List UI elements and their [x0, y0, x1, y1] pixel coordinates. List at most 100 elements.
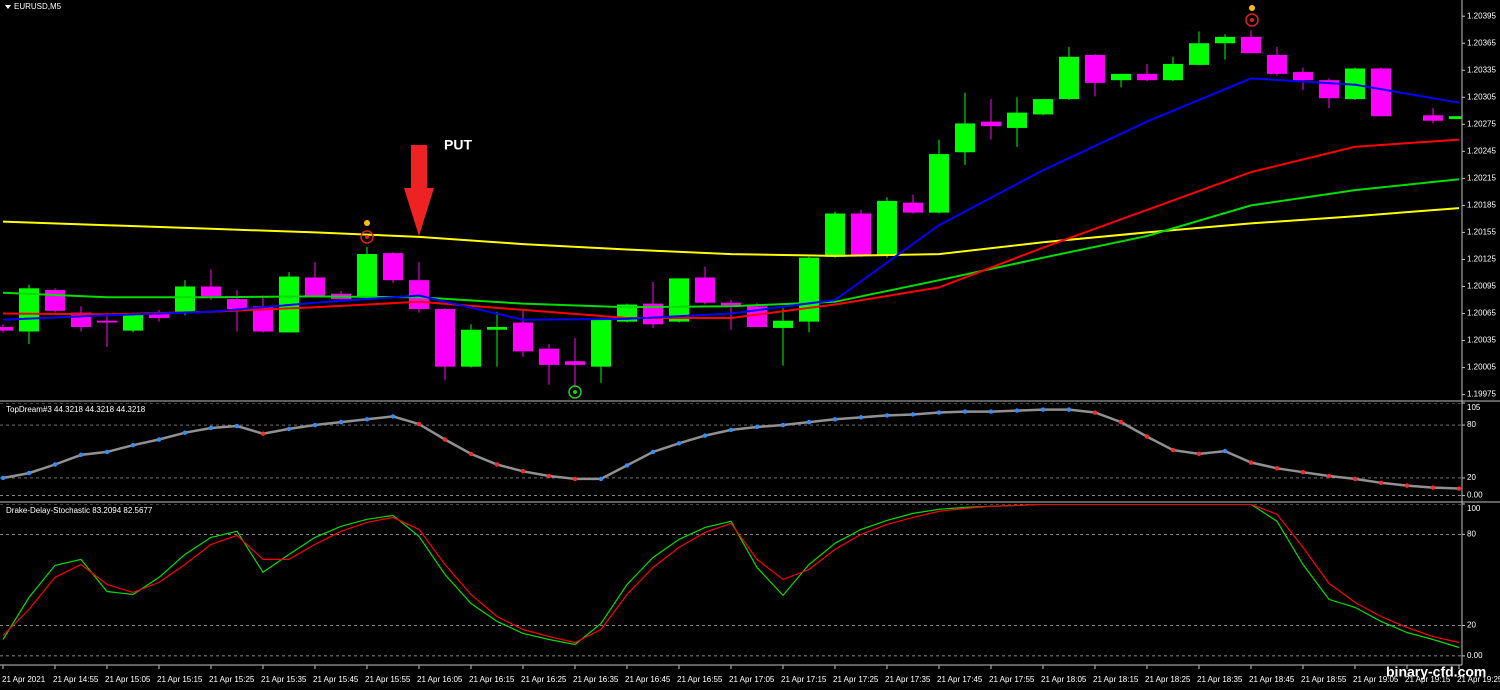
x-tick-label: 21 Apr 17:25 — [833, 675, 879, 684]
candle-body — [1033, 99, 1053, 115]
indicator-dot — [1092, 410, 1098, 415]
symbol-menu-icon — [5, 5, 11, 9]
candle-body — [1423, 115, 1443, 121]
y-tick-label: 1.20035 — [1467, 336, 1496, 345]
indicator-dot — [780, 422, 786, 428]
indicator-dot — [936, 410, 942, 415]
x-tick-label: 21 Apr 17:45 — [937, 675, 983, 684]
indicator-dot — [1014, 408, 1020, 413]
indicator-dot — [1378, 480, 1384, 486]
candle-body — [45, 290, 65, 311]
indicator-dot — [1248, 460, 1254, 465]
indicator-dot — [494, 462, 500, 467]
candle-body — [149, 312, 169, 319]
pane — [0, 30, 1462, 388]
y-tick-label: 0.00 — [1467, 491, 1483, 500]
indicator-dot — [520, 469, 526, 474]
indicator-dot — [390, 414, 396, 419]
y-tick-label: 1.20185 — [1467, 201, 1496, 210]
put-label: PUT — [444, 137, 472, 153]
candle-body — [19, 288, 39, 332]
x-tick-label: 21 Apr 16:45 — [625, 675, 671, 684]
x-tick-label: 21 Apr 15:45 — [313, 675, 359, 684]
candle-body — [383, 253, 403, 281]
indicator-dot — [26, 470, 32, 476]
indicator-dot — [728, 427, 734, 433]
y-tick-label: 1.20305 — [1467, 92, 1496, 101]
candle-body — [0, 327, 13, 331]
candle-body — [1085, 54, 1105, 83]
x-tick-label: 21 Apr 18:45 — [1249, 675, 1295, 684]
indicator-dot — [364, 417, 370, 422]
indicator-dot — [1040, 407, 1046, 412]
indicator-dot — [1222, 448, 1228, 454]
candle-body — [1319, 80, 1339, 99]
x-tick-label: 21 Apr 17:05 — [729, 675, 775, 684]
signal-ring — [360, 230, 374, 244]
indicator-dot — [832, 417, 838, 422]
indicator-dot — [962, 409, 968, 414]
indicator-dot — [546, 473, 552, 479]
candle-body — [227, 299, 247, 310]
indicator-dot — [1456, 486, 1462, 491]
x-tick-label: 21 Apr 16:15 — [469, 675, 515, 684]
candle-body — [721, 302, 741, 306]
indicator-dot — [338, 419, 344, 425]
candle-body — [1137, 73, 1157, 81]
x-tick-label: 21 Apr 19:25 — [1457, 675, 1500, 684]
y-tick-label: 1.20395 — [1467, 11, 1496, 20]
y-tick-label: 1.20365 — [1467, 38, 1496, 47]
indicator-dot — [988, 409, 994, 414]
moving-average — [2, 178, 1460, 309]
indicator-dot — [1404, 483, 1410, 488]
indicator-dot — [598, 476, 604, 482]
candle-body — [903, 202, 923, 213]
candle-body — [825, 213, 845, 257]
indicator-dot — [1118, 419, 1124, 425]
x-tick-label: 21 Apr 15:35 — [261, 675, 307, 684]
candle-body — [1111, 73, 1131, 81]
y-tick-label: 1.20125 — [1467, 255, 1496, 264]
indicator-dot — [702, 433, 708, 438]
candle-body — [97, 320, 117, 323]
indicator-dot — [910, 412, 916, 417]
candle-body — [929, 154, 949, 213]
indicator-dot — [312, 422, 318, 428]
y-tick-label: 1.20065 — [1467, 309, 1496, 318]
put-arrow — [404, 145, 434, 236]
x-tick-label: 21 Apr 18:55 — [1301, 675, 1347, 684]
signal-dot — [1249, 5, 1255, 11]
candle-body — [461, 329, 481, 367]
time-axis: 21 Apr 2021 21 Apr 14:55 21 Apr 15:05 21 Ap… — [2, 665, 1500, 684]
y-tick-label: 1.20095 — [1467, 282, 1496, 291]
x-tick-label: 21 Apr 18:25 — [1145, 675, 1191, 684]
indicator-dot — [624, 463, 630, 468]
indicator-dot — [1352, 476, 1358, 482]
indicator-dot — [416, 421, 422, 427]
indicator-dot — [156, 437, 162, 442]
x-tick-label: 21 Apr 14:55 — [53, 675, 99, 684]
x-tick-label: 21 Apr 18:15 — [1093, 675, 1139, 684]
x-tick-label: 21 Apr 17:55 — [989, 675, 1035, 684]
indicator-dot — [1144, 434, 1150, 439]
signal-ring-center — [573, 390, 577, 394]
signal-ring — [1245, 13, 1259, 27]
candle-body — [773, 320, 793, 328]
candle-body — [591, 319, 611, 367]
candle-body — [539, 348, 559, 365]
candle-body — [643, 303, 663, 325]
indicator-dot — [1170, 447, 1176, 453]
candle-body — [201, 286, 221, 297]
indicator-dot — [78, 452, 84, 458]
indicator-dot — [754, 424, 760, 430]
pane-title: TopDream#3 44.3218 44.3218 44.3218 — [6, 405, 146, 414]
y-tick-label: 80 — [1467, 420, 1476, 429]
candle-body — [435, 309, 455, 367]
candle-body — [1059, 56, 1079, 100]
candle-body — [565, 361, 585, 365]
signal-ring — [568, 385, 582, 399]
y-tick-label: 105 — [1467, 403, 1481, 412]
candle-body — [1241, 36, 1261, 54]
y-tick-label: 0.00 — [1467, 651, 1483, 660]
